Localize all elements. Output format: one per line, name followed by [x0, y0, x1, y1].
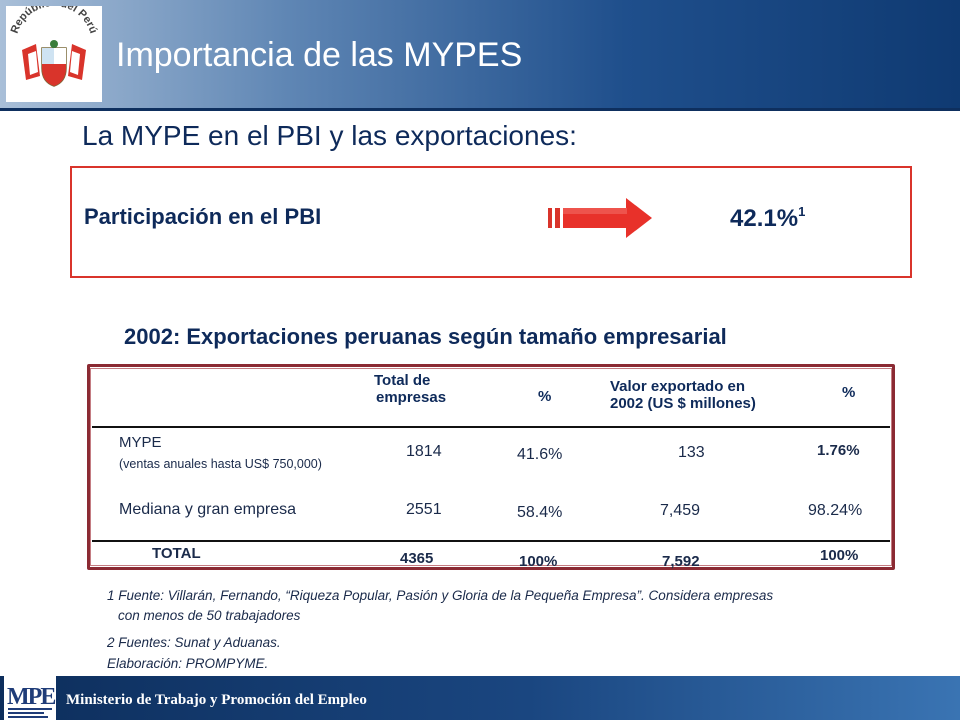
exports-title: 2002: Exportaciones peruanas según tamañ… [124, 324, 727, 349]
row-mediana-pct: 58.4% [517, 504, 563, 521]
total-row-valor: 7,592 [662, 553, 700, 570]
header-total-empresas-line1: Total de [374, 372, 431, 389]
total-row-name: TOTAL [152, 545, 201, 562]
row-mediana-total: 2551 [406, 501, 442, 518]
footnote-1-line2: con menos de 50 trabajadores [118, 608, 301, 623]
footnote-1-line1: 1 Fuente: Villarán, Fernando, “Riqueza P… [107, 588, 774, 603]
total-row-pct2: 100% [820, 547, 859, 564]
table-total-rule [92, 540, 890, 542]
footer-bar [0, 676, 960, 720]
ministry-logo-letters: MPE [7, 684, 55, 710]
row-mype-name: MYPE [119, 434, 162, 451]
ministry-name: Ministerio de Trabajo y Promoción del Em… [66, 692, 367, 708]
header-pct1: % [538, 388, 552, 405]
exports-table-frame [87, 364, 895, 570]
row-mype-total: 1814 [406, 443, 442, 460]
peru-coat-of-arms-logo: República del Perú [6, 6, 102, 102]
header-bar [0, 0, 960, 110]
pbi-label: Participación en el PBI [84, 204, 322, 229]
footnote-2: 2 Fuentes: Sunat y Aduanas. [107, 635, 281, 650]
row-mediana-name: Mediana y gran empresa [119, 501, 296, 518]
elaboracion-note: Elaboración: PROMPYME. [107, 656, 269, 671]
header-divider [0, 108, 960, 111]
row-mediana-valor: 7,459 [660, 502, 701, 519]
pbi-value: 42.1%1 [730, 204, 805, 233]
section-subtitle: La MYPE en el PBI y las exportaciones: [82, 120, 577, 151]
row-mype-pct2: 1.76% [817, 442, 860, 459]
pbi-footnote-marker: 1 [798, 204, 806, 219]
table-header-rule [92, 426, 890, 428]
pbi-value-number: 42.1% [730, 205, 799, 232]
header-valor-line1: Valor exportado en [610, 378, 746, 395]
row-mype-valor: 133 [678, 444, 705, 461]
ministry-logo: MPE [4, 676, 56, 720]
row-mype-subtitle: (ventas anuales hasta US$ 750,000) [119, 457, 322, 471]
right-arrow-icon [548, 198, 652, 238]
exports-table [90, 368, 892, 566]
total-row-total: 4365 [400, 550, 434, 567]
total-row-pct: 100% [519, 553, 558, 570]
row-mediana-pct2: 98.24% [808, 502, 863, 519]
row-mype-pct: 41.6% [517, 446, 563, 463]
header-valor-exportado: Valor exportado en 2002 (US $ millones) [610, 378, 756, 412]
pbi-highlight-box [70, 166, 912, 278]
header-total-empresas-line2: empresas [376, 389, 447, 406]
page-title: Importancia de las MYPES [116, 36, 523, 74]
header-total-empresas: Total de empresas [374, 372, 446, 406]
header-pct2: % [842, 384, 856, 401]
header-valor-line2: 2002 (US $ millones) [610, 395, 756, 412]
